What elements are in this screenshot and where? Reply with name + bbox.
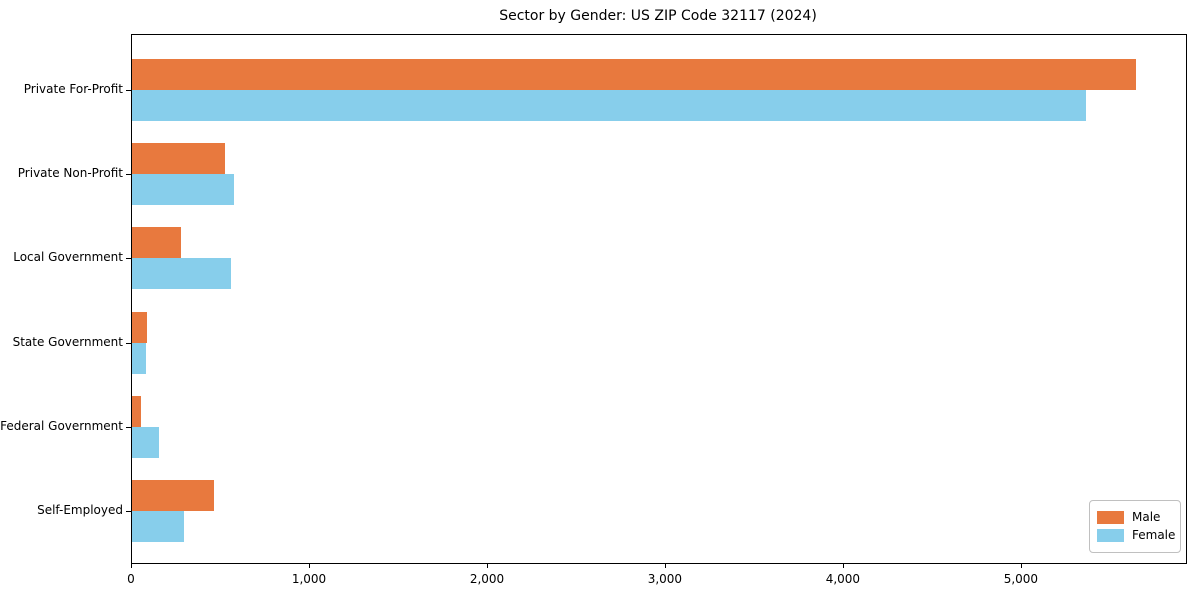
bar-male-3 bbox=[132, 227, 181, 259]
x-tick-mark bbox=[1020, 563, 1022, 568]
y-tick-mark bbox=[126, 511, 131, 512]
legend-swatch-female bbox=[1097, 529, 1124, 542]
y-tick-label: Private Non-Profit bbox=[17, 166, 123, 181]
legend: Male Female bbox=[1089, 500, 1181, 553]
x-tick-mark bbox=[664, 563, 666, 568]
y-tick-mark bbox=[126, 174, 131, 176]
x-tick-label: 2,000 bbox=[469, 572, 505, 586]
bar-female-2 bbox=[132, 174, 235, 206]
bar-male-2 bbox=[132, 143, 225, 175]
x-tick-label: 4,000 bbox=[825, 572, 861, 586]
legend-item-female: Female bbox=[1097, 528, 1176, 543]
bar-female-1 bbox=[132, 90, 1086, 121]
plot-area bbox=[126, 34, 1187, 564]
y-tick-mark bbox=[126, 258, 131, 260]
y-tick-label: Private For-Profit bbox=[23, 82, 123, 96]
x-tick-label: 0 bbox=[127, 572, 135, 586]
x-tick-label: 1,000 bbox=[291, 572, 327, 586]
bar-female-3 bbox=[132, 258, 231, 290]
legend-label: Female bbox=[1132, 528, 1176, 542]
x-tick-label: 3,000 bbox=[647, 572, 683, 586]
y-tick-label: Federal Government bbox=[0, 418, 123, 433]
x-tick-label: 5,000 bbox=[1003, 572, 1039, 586]
y-tick-mark bbox=[126, 342, 131, 344]
x-tick-mark bbox=[309, 563, 310, 568]
bar-female-5 bbox=[132, 426, 159, 458]
y-tick-label: Self-Employed bbox=[37, 503, 123, 517]
y-tick-label: Local Government bbox=[13, 250, 123, 265]
bar-male-4 bbox=[132, 311, 148, 343]
y-tick-label: State Government bbox=[12, 334, 123, 349]
chart-title: Sector by Gender: US ZIP Code 32117 (202… bbox=[499, 8, 817, 24]
x-tick-mark bbox=[487, 563, 488, 568]
bar-male-5 bbox=[132, 395, 141, 427]
bar-female-4 bbox=[132, 342, 147, 374]
bar-female-6 bbox=[132, 511, 184, 542]
legend-label: Male bbox=[1132, 510, 1161, 524]
bar-male-6 bbox=[132, 480, 214, 511]
legend-swatch-male bbox=[1097, 511, 1124, 524]
y-tick-mark bbox=[126, 90, 131, 91]
legend-item-male: Male bbox=[1097, 510, 1172, 525]
x-tick-mark bbox=[842, 563, 844, 568]
x-tick-mark bbox=[131, 563, 132, 568]
bar-male-1 bbox=[132, 59, 1136, 90]
y-tick-mark bbox=[126, 426, 131, 428]
